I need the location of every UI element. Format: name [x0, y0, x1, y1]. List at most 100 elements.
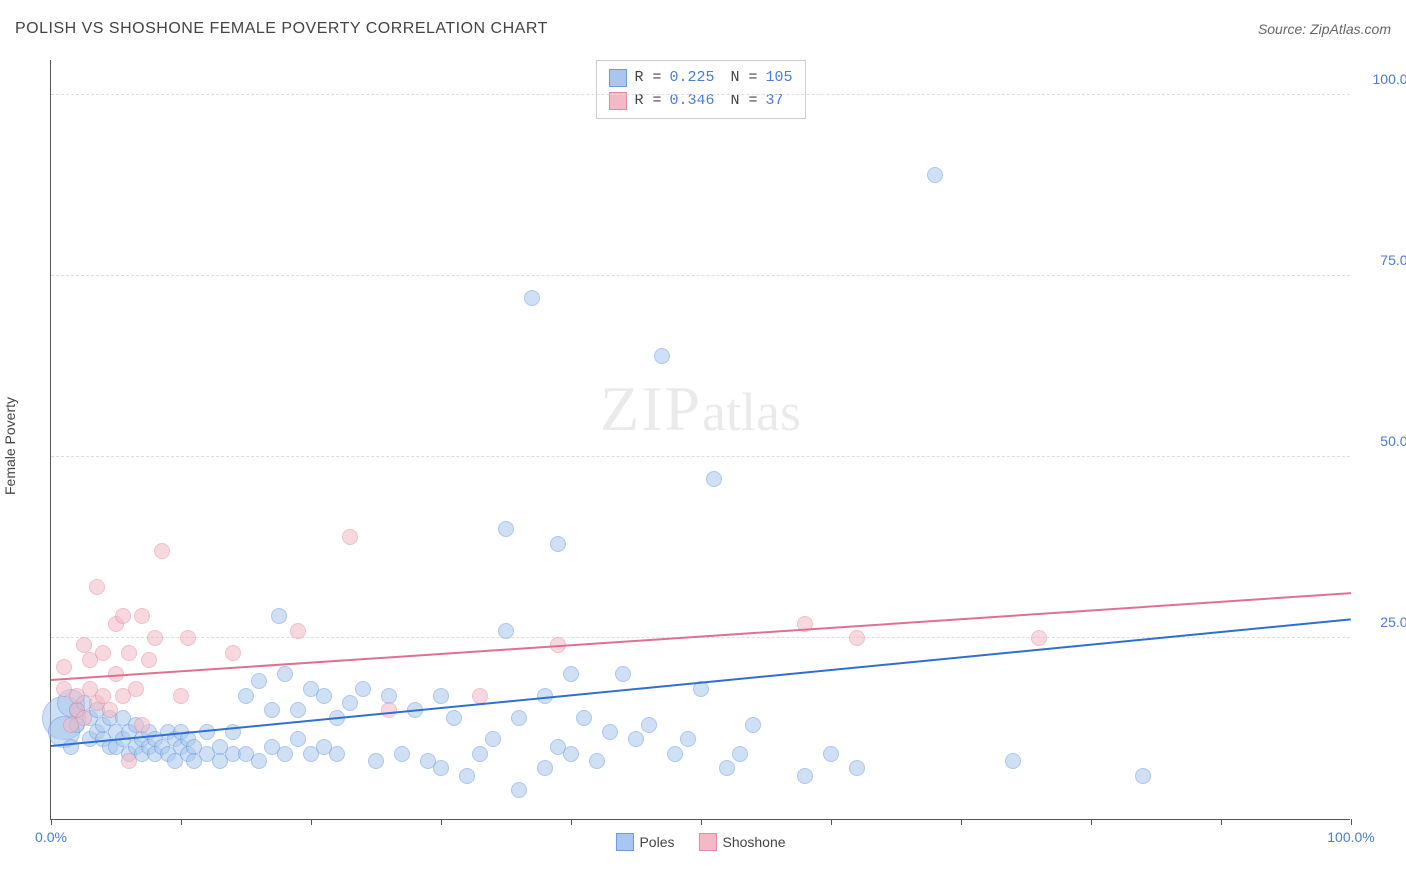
scatter-point [251, 673, 267, 689]
y-tick-label: 25.0% [1360, 614, 1406, 630]
scatter-point [102, 702, 118, 718]
scatter-point [602, 724, 618, 740]
scatter-point [498, 623, 514, 639]
x-tick-label: 0.0% [35, 829, 67, 845]
x-tick [571, 819, 572, 825]
scatter-point [485, 731, 501, 747]
legend-swatch [615, 833, 633, 851]
x-tick [1221, 819, 1222, 825]
x-tick [701, 819, 702, 825]
legend-n-value: 37 [766, 90, 784, 113]
scatter-point [433, 760, 449, 776]
scatter-point [732, 746, 748, 762]
legend-series-label: Shoshone [722, 834, 785, 850]
legend-r-label: R = [634, 90, 661, 113]
scatter-point [115, 608, 131, 624]
y-tick-label: 75.0% [1360, 252, 1406, 268]
scatter-point [342, 695, 358, 711]
scatter-point [134, 717, 150, 733]
scatter-point [316, 688, 332, 704]
scatter-point [563, 666, 579, 682]
scatter-point [264, 702, 280, 718]
x-tick [311, 819, 312, 825]
scatter-point [498, 521, 514, 537]
scatter-plot-area: ZIPatlas R =0.225N =105R =0.346N = 37 Po… [50, 60, 1350, 820]
watermark-atlas: atlas [702, 382, 801, 442]
scatter-point [95, 645, 111, 661]
scatter-point [128, 681, 144, 697]
scatter-point [511, 710, 527, 726]
legend-n-value: 105 [766, 67, 793, 90]
legend-series-label: Poles [639, 834, 674, 850]
scatter-point [121, 645, 137, 661]
scatter-point [251, 753, 267, 769]
y-tick-label: 100.0% [1360, 71, 1406, 87]
scatter-point [511, 782, 527, 798]
scatter-point [141, 652, 157, 668]
x-tick [181, 819, 182, 825]
scatter-point [849, 760, 865, 776]
scatter-point [154, 543, 170, 559]
scatter-point [56, 659, 72, 675]
y-tick-label: 50.0% [1360, 433, 1406, 449]
scatter-point [290, 623, 306, 639]
scatter-point [76, 710, 92, 726]
watermark-zip: ZIP [600, 373, 702, 444]
scatter-point [446, 710, 462, 726]
legend-r-value: 0.225 [669, 67, 714, 90]
scatter-point [719, 760, 735, 776]
scatter-point [849, 630, 865, 646]
scatter-point [1135, 768, 1151, 784]
scatter-point [524, 290, 540, 306]
scatter-point [355, 681, 371, 697]
bottom-legend-item: Shoshone [698, 833, 785, 851]
bottom-legend: Poles Shoshone [615, 833, 785, 851]
scatter-point [654, 348, 670, 364]
scatter-point [134, 608, 150, 624]
legend-stats-row: R = 0.346 N = 37 [608, 90, 792, 113]
scatter-point [342, 529, 358, 545]
scatter-point [927, 167, 943, 183]
legend-n-label: N = [731, 90, 758, 113]
legend-stats-row: R =0.225N =105 [608, 67, 792, 90]
scatter-point [89, 579, 105, 595]
legend-stats-box: R = 0.225 N = 105R = 0.346 N = 37 [595, 60, 805, 119]
watermark-text: ZIPatlas [600, 372, 801, 446]
scatter-point [472, 746, 488, 762]
gridline [51, 94, 1350, 95]
scatter-point [290, 702, 306, 718]
scatter-point [641, 717, 657, 733]
scatter-point [225, 645, 241, 661]
legend-r-label: R = [634, 67, 661, 90]
x-tick [1091, 819, 1092, 825]
scatter-point [472, 688, 488, 704]
legend-swatch [608, 69, 626, 87]
scatter-point [589, 753, 605, 769]
scatter-point [173, 688, 189, 704]
scatter-point [537, 760, 553, 776]
gridline [51, 456, 1350, 457]
scatter-point [290, 731, 306, 747]
scatter-point [147, 630, 163, 646]
x-tick [441, 819, 442, 825]
scatter-point [1031, 630, 1047, 646]
scatter-point [576, 710, 592, 726]
y-axis-label: Female Poverty [2, 397, 18, 495]
scatter-point [368, 753, 384, 769]
scatter-point [277, 746, 293, 762]
legend-r-value: 0.346 [669, 90, 714, 113]
scatter-point [615, 666, 631, 682]
scatter-point [459, 768, 475, 784]
scatter-point [1005, 753, 1021, 769]
scatter-point [433, 688, 449, 704]
chart-source: Source: ZipAtlas.com [1258, 21, 1391, 37]
chart-header: POLISH VS SHOSHONE FEMALE POVERTY CORREL… [15, 20, 1391, 38]
scatter-point [823, 746, 839, 762]
scatter-point [63, 739, 79, 755]
scatter-point [277, 666, 293, 682]
x-tick [831, 819, 832, 825]
scatter-point [628, 731, 644, 747]
scatter-point [329, 746, 345, 762]
scatter-point [563, 746, 579, 762]
scatter-point [550, 536, 566, 552]
